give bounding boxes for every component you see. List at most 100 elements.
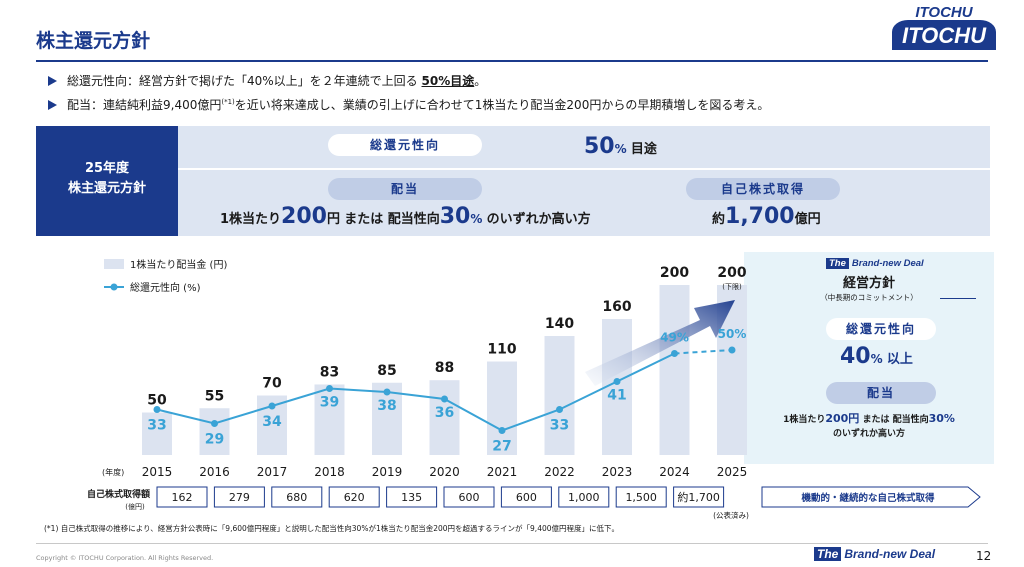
bullet-emphasis: 50%目途 (421, 74, 475, 88)
brand-new-deal-badge: The Brand-new Deal (826, 258, 924, 269)
ratio-value-label: 38 (377, 398, 396, 414)
ratio-value-label: 33 (147, 418, 166, 434)
ratio-value-label: 39 (320, 395, 339, 411)
buyback-arrow-shape (761, 486, 981, 508)
buyback-policy-text: 約1,700億円 (712, 204, 821, 229)
copyright: Copyright © ITOCHU Corporation. All Righ… (36, 554, 214, 562)
dividend-value-label: 55 (205, 388, 224, 404)
title-divider (36, 60, 988, 62)
dividend-value-label: 88 (435, 360, 454, 376)
dividend-bar (544, 336, 575, 455)
policy-label-box: 25年度 株主還元方針 (36, 126, 178, 236)
policy-label-year: 25年度 (84, 161, 130, 176)
x-tick-label: 2023 (602, 465, 633, 479)
rp-total-return-value: 40% 以上 (840, 344, 913, 369)
buyback-note: (公表済み) (713, 510, 749, 520)
decorative-line (940, 298, 976, 299)
x-tick-label: 2024 (659, 465, 690, 479)
dividend-bar (487, 361, 517, 455)
dividend-value-label: 200 (660, 265, 689, 281)
dividend-bar (429, 380, 460, 455)
ratio-point (556, 406, 563, 413)
dividend-bar (314, 384, 345, 455)
x-tick-label: 2022 (544, 465, 575, 479)
buyback-value: 600 (459, 491, 480, 504)
dividend-bar (199, 408, 230, 455)
buyback-arrow-label: 機動的・継続的な自己株式取得 (801, 492, 935, 504)
x-tick-label: 2025 (717, 465, 748, 479)
footer-divider (36, 543, 988, 544)
x-tick-label: 2020 (429, 465, 460, 479)
legend-label-dividend: 1株当たり配当金 (円) (130, 258, 227, 271)
management-policy-title: 経営方針 (842, 276, 895, 291)
buyback-value-box (500, 486, 552, 508)
policy-content-box (178, 126, 990, 236)
ratio-value-label: 36 (435, 405, 454, 421)
policy-row-divider (178, 126, 990, 170)
dividend-policy-text: 1株当たり200円 または 配当性向30% のいずれか高い方 (220, 204, 591, 229)
buyback-value-box (271, 486, 323, 508)
dividend-value-label: 70 (262, 376, 282, 392)
buyback-value-box (213, 486, 265, 508)
buyback-value-box (386, 486, 438, 508)
ratio-value-label: 34 (262, 414, 282, 430)
footer-brand-badge: The Brand-new Deal (814, 547, 935, 561)
trend-arrow-icon (585, 300, 735, 386)
ratio-point (441, 395, 448, 403)
buyback-value: 600 (516, 491, 537, 504)
dividend-bar (142, 412, 172, 455)
rp-dividend-pill: 配当 (826, 382, 936, 404)
buyback-value: 135 (401, 491, 422, 504)
management-policy-panel (744, 252, 994, 464)
x-tick-label: 2015 (142, 465, 173, 479)
ratio-point (211, 420, 218, 427)
buyback-value-box (156, 486, 208, 508)
dividend-value-label: 140 (545, 316, 574, 332)
dividend-value-label: 85 (377, 363, 396, 379)
x-axis-prefix: (年度) (102, 467, 124, 477)
dividend-bars (142, 285, 747, 455)
ratio-value-label: 41 (607, 388, 626, 404)
buyback-value-box (615, 486, 667, 508)
page-title: 株主還元方針 (36, 30, 151, 52)
policy-label-title: 株主還元方針 (67, 181, 146, 196)
buyback-row-label: 自己株式取得額 (87, 488, 150, 500)
x-tick-label: 2018 (314, 465, 345, 479)
management-policy-subtitle: （中長期のコミットメント） (820, 293, 918, 302)
x-tick-label: 2016 (199, 465, 230, 479)
footnote-marker: (*1) (221, 98, 235, 106)
ratio-point (268, 402, 276, 410)
dividend-bar (659, 285, 690, 455)
growth-trend-arrow (585, 300, 735, 386)
buyback-value: 1,500 (625, 491, 657, 504)
bullet-dividend: 配当：連結純利益9,400億円(*1)を近い将来達成し、業績の引上げに合わせて1… (48, 96, 769, 113)
x-tick-label: 2021 (487, 465, 518, 479)
ratio-point (326, 385, 333, 392)
dividend-value-label: 200 (717, 265, 746, 281)
buyback-value: 1,000 (568, 491, 600, 504)
bullet-text: 。 (474, 74, 487, 88)
dividend-note-label: (下限) (722, 282, 742, 291)
logo-main-text: ITOCHU (892, 20, 996, 50)
ratio-value-label: 33 (550, 418, 569, 434)
ratio-value-label: 50% (718, 327, 747, 341)
total-return-value: 50% 目途 (584, 134, 657, 159)
dividend-pill: 配当 (328, 178, 482, 200)
rp-total-return-pill: 総還元性向 (826, 318, 936, 340)
buyback-value-box (673, 486, 725, 508)
triangle-bullet-icon (48, 100, 57, 110)
buyback-value: 620 (344, 491, 365, 504)
ratio-point (728, 346, 736, 354)
itochu-logo: ITOCHU ITOCHU (892, 6, 996, 50)
dividend-value-label: 160 (602, 299, 631, 315)
ratio-value-label: 29 (205, 432, 224, 448)
buyback-value: 162 (172, 491, 193, 504)
rp-dividend-line1: 1株当たり200円 または 配当性向30% (783, 412, 955, 425)
ratio-line-dashed (674, 349, 733, 355)
rp-dividend-line2: のいずれか高い方 (832, 429, 905, 439)
buyback-value-box (558, 486, 610, 508)
ratio-line-solid (156, 352, 675, 432)
page-number: 12 (976, 549, 992, 563)
buyback-value-box (443, 486, 495, 508)
